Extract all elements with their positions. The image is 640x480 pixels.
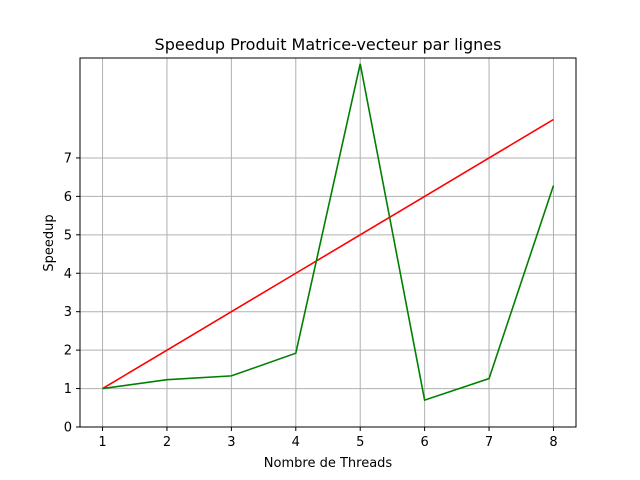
x-tick-label: 4 bbox=[292, 435, 300, 450]
y-tick-label: 5 bbox=[64, 228, 72, 243]
x-tick-label: 8 bbox=[549, 435, 557, 450]
y-axis-label: Speedup bbox=[42, 214, 57, 271]
y-tick-label: 1 bbox=[64, 382, 72, 397]
y-tick-label: 4 bbox=[64, 267, 72, 282]
grid bbox=[80, 58, 576, 428]
series-group bbox=[102, 63, 555, 402]
series-line-2 bbox=[102, 63, 555, 402]
y-tick-label: 3 bbox=[64, 305, 72, 320]
y-axis: 0 1 2 3 4 5 6 7 bbox=[64, 151, 80, 436]
x-tick-label: 2 bbox=[163, 435, 171, 450]
x-axis-label: Nombre de Threads bbox=[264, 456, 393, 471]
x-tick-label: 6 bbox=[420, 435, 428, 450]
series-line-1 bbox=[102, 118, 554, 390]
x-tick-label: 3 bbox=[227, 435, 235, 450]
x-tick-label: 5 bbox=[356, 435, 364, 450]
plot-frame bbox=[79, 57, 577, 428]
y-tick-label: 0 bbox=[64, 421, 72, 436]
y-tick-label: 7 bbox=[64, 151, 72, 166]
y-tick-label: 2 bbox=[64, 344, 72, 359]
y-tick-label: 6 bbox=[64, 190, 72, 205]
x-tick-label: 7 bbox=[485, 435, 493, 450]
x-tick-label: 1 bbox=[98, 435, 106, 450]
x-axis: 1 2 3 4 5 6 7 8 bbox=[98, 427, 558, 450]
chart-title: Speedup Produit Matrice-vecteur par lign… bbox=[155, 35, 502, 54]
